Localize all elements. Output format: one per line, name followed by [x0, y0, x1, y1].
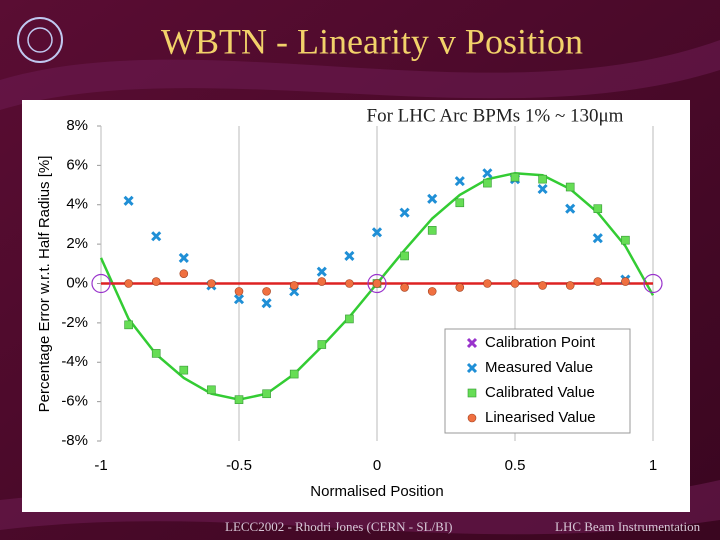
marker: [179, 365, 189, 375]
marker: [466, 337, 478, 349]
marker: [537, 183, 548, 195]
y-axis-label: Percentage Error w.r.t. Half Radius [%]: [36, 156, 53, 413]
marker: [124, 320, 133, 330]
marker: [565, 203, 576, 214]
legend: Calibration Point Measured Value Calibrate…: [444, 328, 631, 434]
marker: [454, 176, 465, 187]
legend-label: Calibration Point: [485, 334, 596, 351]
marker: [483, 178, 492, 188]
marker: [207, 279, 216, 288]
marker: [427, 193, 438, 204]
marker: [482, 168, 493, 179]
swoosh: [0, 40, 720, 110]
marker: [510, 279, 520, 288]
marker: [371, 227, 383, 238]
y-tick-label: 0%: [66, 274, 88, 291]
marker: [151, 349, 161, 358]
marker: [317, 340, 327, 349]
legend-label: Calibrated Value: [485, 384, 595, 401]
marker: [233, 294, 245, 305]
marker: [538, 174, 547, 184]
slide-title: WBTN - Linearity v Position: [161, 21, 583, 61]
footer-right: LHC Beam Instrumentation: [555, 519, 701, 534]
marker: [316, 266, 327, 277]
marker: [400, 283, 409, 292]
marker: [467, 388, 477, 398]
marker: [151, 277, 161, 286]
marker: [538, 281, 547, 290]
marker: [178, 252, 189, 263]
marker: [344, 250, 355, 261]
marker: [621, 235, 630, 245]
marker: [455, 283, 465, 292]
y-tick-label: 8%: [66, 117, 88, 134]
marker: [399, 207, 410, 218]
footer-left: LECC2002 - Rhodri Jones (CERN - SL/BI): [225, 519, 453, 534]
marker: [483, 279, 492, 288]
marker: [317, 277, 327, 286]
y-tick-label: -2%: [61, 314, 88, 331]
marker: [179, 269, 189, 278]
marker: [207, 385, 216, 395]
marker: [289, 281, 299, 290]
marker: [593, 277, 603, 286]
marker: [261, 298, 272, 309]
marker: [345, 279, 354, 288]
y-tick-label: -4%: [61, 353, 88, 370]
marker: [91, 273, 111, 294]
marker: [400, 251, 409, 261]
marker: [427, 287, 437, 296]
y-tick-label: 4%: [66, 196, 88, 213]
marker: [345, 314, 354, 324]
annotation: For LHC Arc BPMs 1% ~ 130μm: [367, 105, 624, 126]
marker: [372, 279, 382, 288]
marker: [262, 287, 271, 296]
marker: [427, 226, 437, 235]
marker: [262, 389, 271, 399]
logo: [17, 17, 63, 63]
y-tick-label: -6%: [61, 393, 88, 410]
chart-panel: [22, 100, 690, 512]
marker: [643, 273, 663, 294]
marker: [289, 369, 299, 379]
marker: [466, 362, 478, 374]
marker: [234, 395, 244, 404]
marker: [592, 233, 603, 244]
marker: [593, 204, 603, 213]
marker: [621, 277, 630, 286]
marker: [151, 231, 162, 242]
marker: [124, 279, 133, 288]
x-tick-label: 0: [373, 457, 381, 474]
x-tick-label: -0.5: [226, 457, 252, 474]
marker: [565, 281, 575, 290]
y-tick-label: 6%: [66, 156, 88, 173]
x-tick-label: -1: [94, 457, 107, 474]
marker: [565, 182, 575, 192]
x-tick-label: 1: [649, 457, 657, 474]
x-axis-label: Normalised Position: [310, 483, 443, 500]
legend-label: Measured Value: [485, 359, 593, 376]
logo-ring: [17, 17, 63, 63]
legend-label: Linearised Value: [485, 409, 596, 426]
marker: [467, 413, 477, 423]
y-tick-label: -8%: [61, 432, 88, 449]
marker: [510, 172, 520, 182]
marker: [367, 273, 387, 294]
y-tick-label: 2%: [66, 235, 88, 252]
marker: [234, 287, 244, 296]
marker: [455, 198, 465, 208]
x-tick-label: 0.5: [505, 457, 526, 474]
marker: [123, 195, 134, 206]
logo-ring: [27, 27, 53, 53]
legend-box: [444, 328, 631, 434]
